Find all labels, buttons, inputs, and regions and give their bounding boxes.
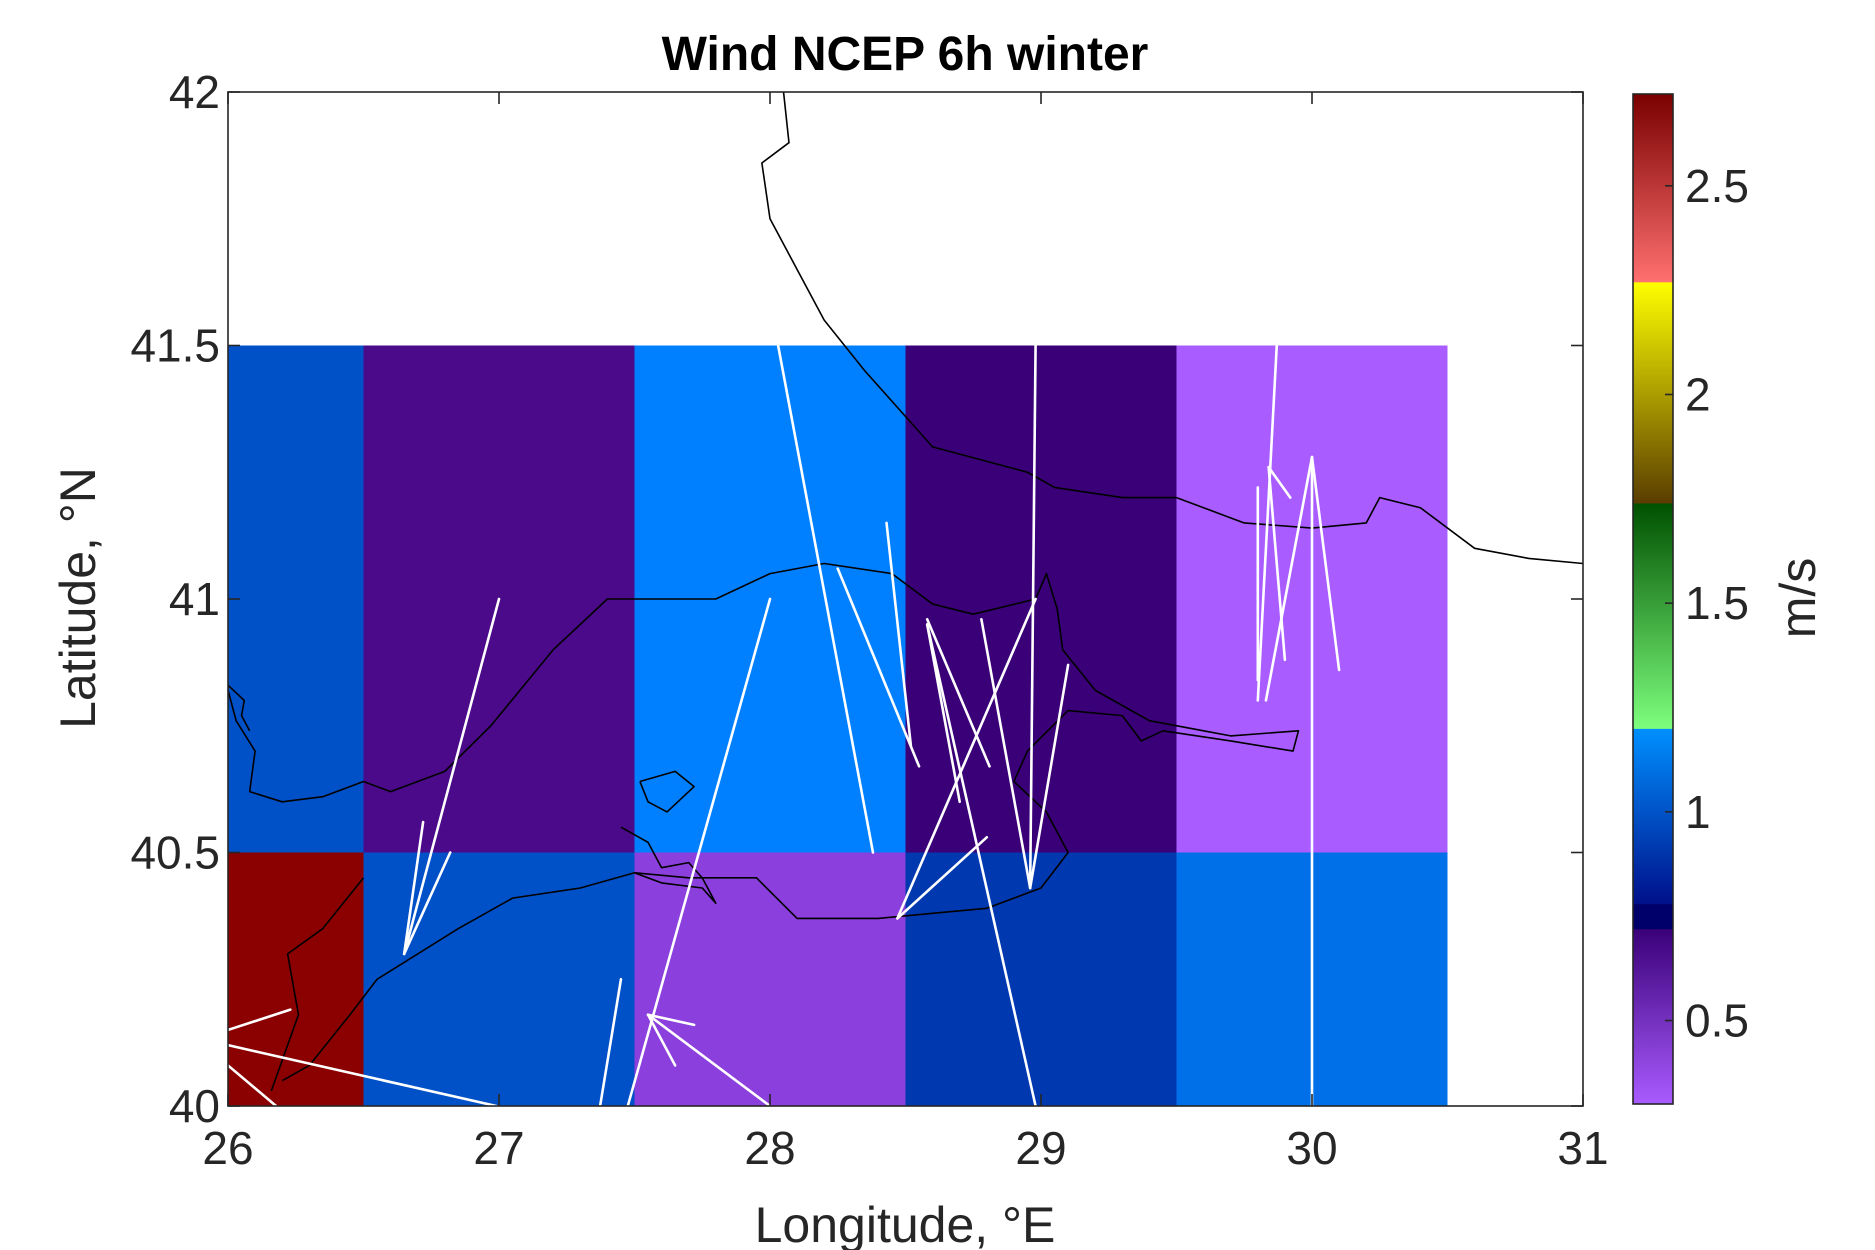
wind-vector [646,1013,696,1027]
wind-vectors-layer [226,344,1341,1113]
x-tick-label: 27 [473,1122,524,1174]
wind-vector [402,597,501,956]
colorbar-band [1633,903,1673,930]
coastline-path [227,684,251,732]
coastline-layer [227,91,1584,1092]
colorbar-band [1633,281,1673,504]
y-tick-label: 41.5 [130,320,220,372]
wind-vector [925,617,991,768]
colorbar-tick-label: 1 [1685,786,1711,838]
x-tick-label: 28 [744,1122,795,1174]
x-tick-label: 30 [1286,1122,1337,1174]
x-tick-label: 31 [1557,1122,1608,1174]
colorbar-band [1633,503,1673,729]
coastline-path [761,91,1584,565]
heatmap-cell [363,852,635,1106]
wind-vector [885,521,913,748]
wind-vector [402,820,425,956]
wind-vector [836,567,921,768]
x-tick-label: 26 [202,1122,253,1174]
wind-vector [226,1008,292,1032]
wind-vector [1264,455,1314,702]
y-tick-label: 40.5 [130,827,220,879]
wind-vector [1256,344,1279,702]
coastline-path [270,877,365,1092]
colorbar-band [1633,728,1673,905]
coastline-path [620,826,717,905]
heatmap-cell [228,852,364,1106]
y-axis-label: Latitude, °N [50,467,106,729]
wind-vector [1310,455,1341,672]
colorbar-band [1633,94,1673,283]
x-tick-label: 29 [1015,1122,1066,1174]
coastline-path [639,770,695,813]
wind-vector [646,1013,772,1108]
y-tick-label: 40 [169,1080,220,1132]
coastline-path [227,562,1300,1082]
colorbar-tick-label: 1.5 [1685,577,1749,629]
heatmap-cells [228,345,1448,1106]
wind-vector [597,977,623,1113]
axis-ticks: 26 27 28 29 30 31 40 40.5 41 41.5 42 [130,66,1608,1174]
wind-vector [646,1013,677,1067]
chart-title: Wind NCEP 6h winter [662,28,1149,81]
heatmap-cell [905,345,1177,853]
heatmap-cell [228,345,364,853]
wind-vector [226,1043,498,1108]
wind-vector [980,617,1032,890]
heatmap-cell [905,852,1177,1106]
colorbar-tick-label: 0.5 [1685,995,1749,1047]
colorbar: 0.5 1 1.5 2 2.5 [1632,93,1749,1105]
wind-vector [1267,465,1287,662]
wind-vector [1028,344,1037,890]
colorbar-label: m/s [1770,558,1826,639]
wind-vector [1028,663,1070,890]
wind-vector [226,1064,284,1113]
colorbar-frame [1632,93,1674,1105]
wind-vector [1267,465,1292,499]
wind-vector [896,835,989,920]
colorbar-band [1633,928,1673,1105]
heatmap-cell [634,852,906,1106]
colorbar-tick-label: 2.5 [1685,160,1749,212]
wind-vector [625,597,772,1113]
wind-vector [925,623,962,804]
wind-vector [776,344,875,854]
x-axis-label: Longitude, °E [755,1197,1056,1250]
y-tick-label: 42 [169,66,220,118]
colorbar-tick-label: 2 [1685,368,1711,420]
wind-vector [925,623,1037,1108]
wind-vector [896,597,1037,920]
wind-vector [402,851,452,956]
y-tick-label: 41 [169,573,220,625]
